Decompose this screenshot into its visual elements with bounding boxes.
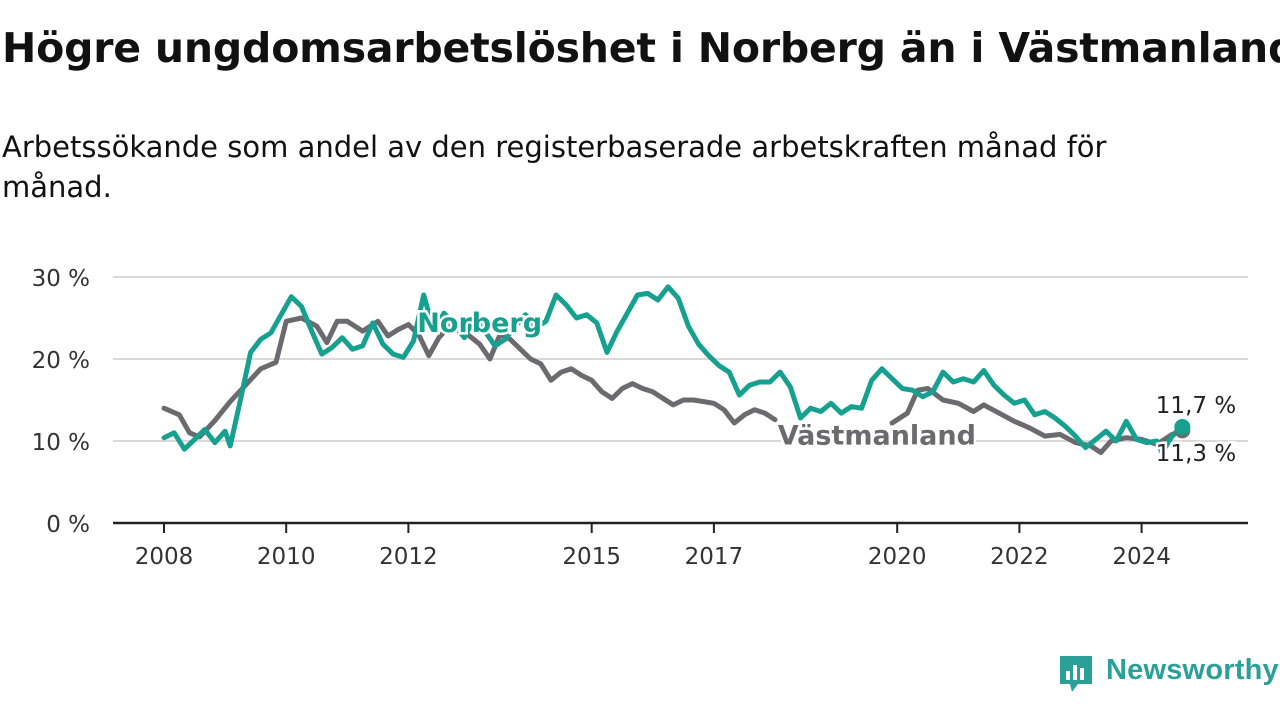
- series-line-norberg: [161, 284, 1185, 455]
- end-value-label-norberg: 11,7 %: [1156, 393, 1236, 419]
- y-tick-label: 0 %: [46, 512, 90, 538]
- series-label-västmanland: Västmanland: [778, 420, 976, 451]
- chart-icon: [1060, 656, 1092, 692]
- y-tick-label: 10 %: [32, 430, 90, 456]
- newsworthy-logo: Newsworthy: [1058, 652, 1279, 696]
- y-tick-label: 20 %: [32, 348, 90, 374]
- y-tick-label: 30 %: [32, 266, 90, 292]
- x-tick-label: 2015: [562, 544, 621, 570]
- x-tick-label: 2012: [379, 544, 438, 570]
- brand-name: Newsworthy: [1106, 654, 1279, 686]
- x-tick-label: 2022: [990, 544, 1049, 570]
- end-value-label-västmanland: 11,3 %: [1156, 441, 1236, 467]
- chart-subtitle: Arbetssökande som andel av den registerb…: [2, 130, 1107, 204]
- x-tick-label: 2020: [868, 544, 927, 570]
- x-tick-label: 2024: [1112, 544, 1171, 570]
- end-point-norberg: [1174, 419, 1191, 436]
- x-tick-label: 2017: [685, 544, 744, 570]
- x-tick-label: 2010: [257, 544, 316, 570]
- x-tick-label: 2008: [135, 544, 194, 570]
- chart-title: Högre ungdomsarbetslöshet i Norberg än i…: [2, 24, 1280, 72]
- series-label-norberg: Norberg: [417, 308, 542, 339]
